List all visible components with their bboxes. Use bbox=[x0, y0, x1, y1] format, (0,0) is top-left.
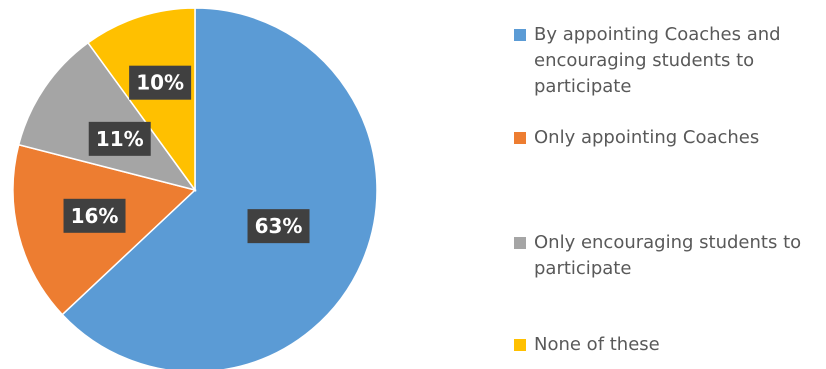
data-label-background bbox=[63, 198, 126, 233]
legend-swatch-blue bbox=[514, 29, 526, 41]
data-label-text: 11% bbox=[96, 127, 144, 151]
data-label-background bbox=[247, 209, 310, 244]
data-label-background bbox=[88, 121, 151, 156]
legend-swatch-yellow bbox=[514, 339, 526, 351]
legend-item-none: None of these bbox=[514, 332, 824, 358]
legend-label: Only encouraging students to participate bbox=[534, 232, 802, 279]
legend-item-appointing-and-encouraging: By appointing Coaches and encouraging st… bbox=[514, 22, 824, 100]
legend-label: By appointing Coaches and encouraging st… bbox=[534, 24, 781, 97]
data-label-only-appointing: 16% bbox=[63, 198, 126, 233]
legend-swatch-orange bbox=[514, 132, 526, 144]
legend-item-only-encouraging: Only encouraging students to participate bbox=[514, 230, 824, 282]
data-label-text: 63% bbox=[255, 214, 303, 238]
data-label-only-encouraging: 11% bbox=[88, 121, 151, 156]
legend-label: Only appointing Coaches bbox=[534, 127, 760, 148]
data-label-text: 16% bbox=[71, 204, 119, 228]
data-label-none: 10% bbox=[129, 65, 192, 100]
pie-slice-only-encouraging bbox=[17, 41, 197, 192]
pie-slice-appointing-and-encouraging bbox=[61, 7, 378, 369]
data-label-background bbox=[129, 65, 192, 100]
legend-label: None of these bbox=[534, 334, 660, 355]
legend-item-only-appointing: Only appointing Coaches bbox=[514, 125, 824, 151]
data-label-text: 10% bbox=[136, 71, 184, 95]
data-label-appointing-and-encouraging: 63% bbox=[247, 209, 310, 244]
legend-swatch-gray bbox=[514, 237, 526, 249]
